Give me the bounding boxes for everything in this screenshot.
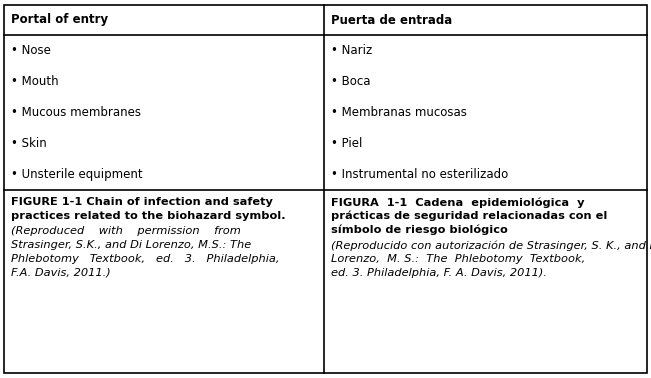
Text: practices related to the biohazard symbol.: practices related to the biohazard symbo… <box>11 211 286 221</box>
Text: Lorenzo,  M. S.:  The  Phlebotomy  Textbook,: Lorenzo, M. S.: The Phlebotomy Textbook, <box>331 254 585 264</box>
Text: • Instrumental no esterilizado: • Instrumental no esterilizado <box>331 168 508 181</box>
Text: ed. 3. Philadelphia, F. A. Davis, 2011).: ed. 3. Philadelphia, F. A. Davis, 2011). <box>331 268 547 277</box>
Text: • Nose: • Nose <box>11 44 51 57</box>
Text: (Reproduced    with    permission    from: (Reproduced with permission from <box>11 226 241 236</box>
Text: • Piel: • Piel <box>331 137 362 150</box>
Text: • Unsterile equipment: • Unsterile equipment <box>11 168 143 181</box>
Text: Puerta de entrada: Puerta de entrada <box>331 14 452 26</box>
Text: FIGURE 1-1 Chain of infection and safety: FIGURE 1-1 Chain of infection and safety <box>11 197 273 207</box>
Text: FIGURA  1-1  Cadena  epidemiológica  y: FIGURA 1-1 Cadena epidemiológica y <box>331 197 584 208</box>
Text: Phlebotomy   Textbook,   ed.   3.   Philadelphia,: Phlebotomy Textbook, ed. 3. Philadelphia… <box>11 254 279 264</box>
Text: F.A. Davis, 2011.): F.A. Davis, 2011.) <box>11 268 111 277</box>
Text: • Boca: • Boca <box>331 75 370 88</box>
Text: prácticas de seguridad relacionadas con el: prácticas de seguridad relacionadas con … <box>331 211 607 221</box>
Text: • Nariz: • Nariz <box>331 44 372 57</box>
Text: • Mouth: • Mouth <box>11 75 59 88</box>
Text: • Skin: • Skin <box>11 137 47 150</box>
Text: • Membranas mucosas: • Membranas mucosas <box>331 106 467 119</box>
Text: Strasinger, S.K., and Di Lorenzo, M.S.: The: Strasinger, S.K., and Di Lorenzo, M.S.: … <box>11 240 251 250</box>
Text: • Mucous membranes: • Mucous membranes <box>11 106 141 119</box>
Text: Portal of entry: Portal of entry <box>11 14 108 26</box>
Text: (Reproducido con autorización de Strasinger, S. K., and Di: (Reproducido con autorización de Strasin… <box>331 240 651 251</box>
Text: símbolo de riesgo biológico: símbolo de riesgo biológico <box>331 225 507 235</box>
